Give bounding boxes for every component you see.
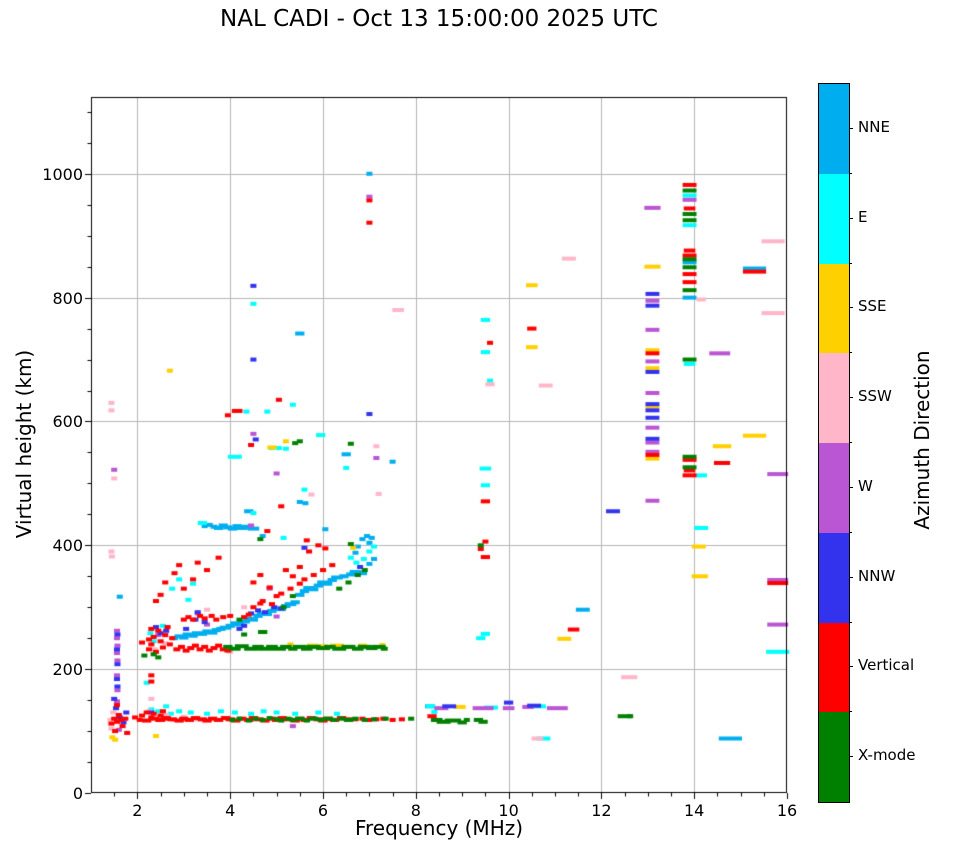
colorbar-segment-e (819, 173, 849, 264)
colorbar-segment-sse (819, 263, 849, 354)
y-tick-0: 0 (72, 784, 83, 803)
colorbar-tick (849, 756, 853, 758)
colorbar-segment-nnw (819, 532, 849, 623)
x-tick-14: 14 (684, 801, 705, 820)
x-tick-2: 2 (132, 801, 143, 820)
colorbar-segment-x-mode (819, 712, 849, 802)
colorbar-label-w: W (858, 476, 873, 495)
colorbar-boundary-tick (849, 262, 852, 264)
colorbar-label-vertical: Vertical (858, 656, 915, 675)
colorbar-boundary-tick (849, 442, 852, 443)
colorbar-tick (849, 486, 853, 488)
x-axis-label: Frequency (MHz) (354, 816, 524, 840)
chart-title: NAL CADI - Oct 13 15:00:00 2025 UTC (220, 6, 658, 32)
colorbar-tick (849, 217, 853, 219)
x-tick-8: 8 (410, 801, 421, 820)
colorbar-tick (849, 576, 853, 578)
colorbar-segment-vertical (819, 622, 849, 713)
colorbar-label-ssw: SSW (858, 387, 892, 406)
colorbar-tick (849, 307, 853, 309)
y-tick-600: 600 (52, 412, 83, 432)
colorbar-tick (849, 127, 853, 129)
x-tick-4: 4 (225, 801, 236, 820)
y-tick-400: 400 (52, 536, 83, 556)
y-tick-1000: 1000 (42, 164, 83, 184)
colorbar-tick (849, 397, 853, 399)
colorbar-segment-nne (819, 84, 849, 174)
colorbar-segment-ssw (819, 353, 849, 443)
colorbar-tick (849, 666, 853, 668)
colorbar-label-x-mode: X-mode (858, 746, 916, 765)
x-tick-10: 10 (498, 801, 519, 820)
colorbar-segment-w (819, 443, 849, 533)
y-tick-200: 200 (52, 660, 83, 680)
colorbar-axis-label: Azimuth Direction (910, 350, 934, 530)
x-tick-6: 6 (317, 801, 329, 820)
x-tick-12: 12 (591, 801, 612, 820)
colorbar-boundary-tick (849, 621, 852, 623)
colorbar-boundary-tick (849, 352, 852, 354)
x-tick-16: 16 (776, 801, 798, 820)
colorbar-label-nne: NNE (858, 117, 890, 136)
colorbar-label-e: E (858, 207, 868, 226)
y-axis-label: Virtual height (km) (12, 349, 36, 539)
colorbar-boundary-tick (849, 711, 852, 713)
colorbar-boundary-tick (849, 172, 852, 174)
colorbar-boundary-tick (849, 531, 852, 533)
colorbar (818, 83, 850, 803)
y-tick-800: 800 (52, 288, 83, 308)
colorbar-label-nnw: NNW (858, 566, 896, 585)
colorbar-label-sse: SSE (858, 297, 887, 316)
